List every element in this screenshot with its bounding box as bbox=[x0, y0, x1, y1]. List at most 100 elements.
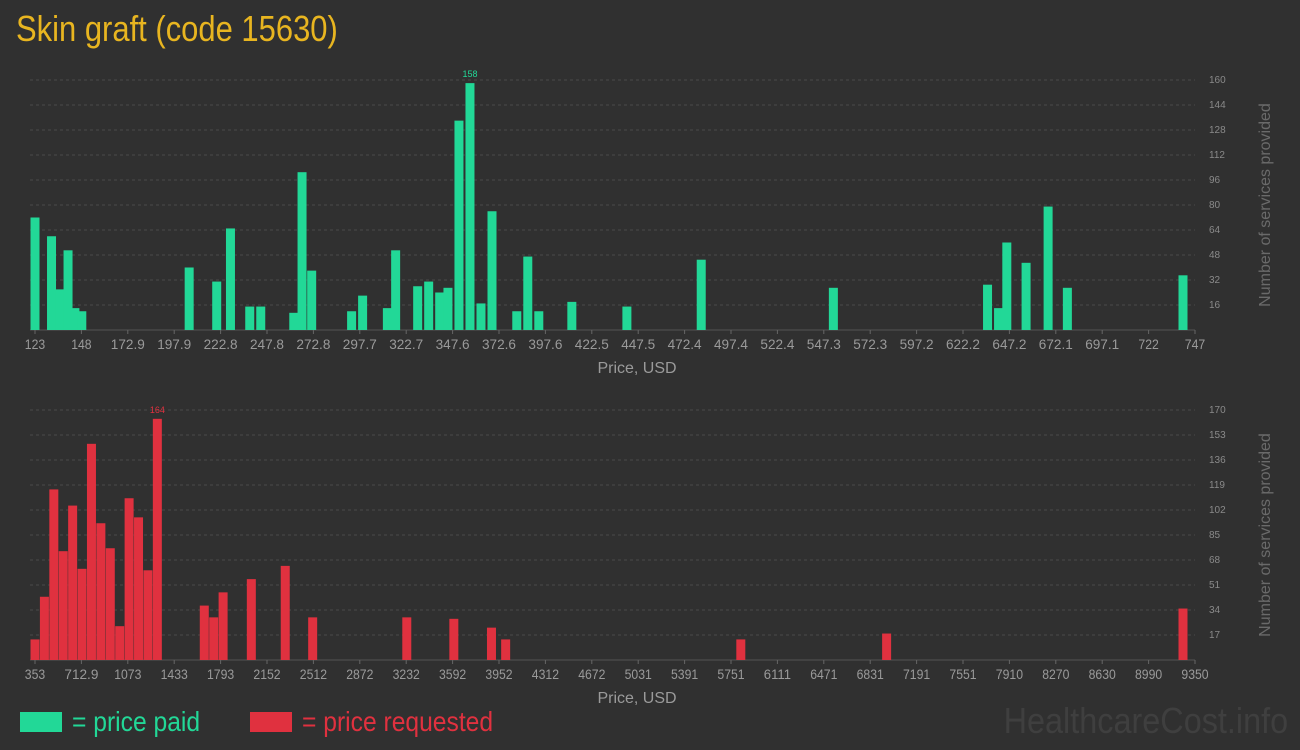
chart0-bar bbox=[212, 281, 222, 330]
chart0-xtick-label: 497.4 bbox=[714, 336, 748, 352]
chart0-bar bbox=[1043, 206, 1053, 330]
chart1-xtick-label: 6471 bbox=[810, 666, 837, 682]
chart1-ytick-label: 119 bbox=[1209, 480, 1225, 491]
chart1-bar bbox=[143, 570, 153, 660]
chart1-xtick-label: 8990 bbox=[1135, 666, 1162, 682]
chart1-bar bbox=[246, 579, 256, 660]
chart0-bar bbox=[1178, 275, 1188, 330]
chart1-bar bbox=[308, 617, 318, 660]
chart0-xtick-label: 272.8 bbox=[296, 336, 330, 352]
chart1-bar bbox=[199, 605, 209, 660]
chart0-bar bbox=[77, 311, 87, 330]
chart0-ytick-label: 128 bbox=[1209, 125, 1226, 136]
price-requested-chart: 17 34 51 68 85 102 119 136 153 170 353 712.9 1073 143… bbox=[25, 405, 1274, 707]
chart1-xtick-label: 7191 bbox=[903, 666, 930, 682]
chart0-xtick-label: 522.4 bbox=[760, 336, 794, 352]
chart0-xtick-label: 222.8 bbox=[204, 336, 238, 352]
chart1-xtick-label: 5391 bbox=[671, 666, 698, 682]
chart1-xtick-label: 5031 bbox=[625, 666, 652, 682]
chart1-bar bbox=[501, 639, 511, 660]
chart1-xtick-label: 2152 bbox=[253, 666, 280, 682]
chart1-ytick-label: 170 bbox=[1209, 405, 1226, 416]
chart1-bar bbox=[86, 443, 96, 660]
chart0-bar bbox=[476, 303, 486, 330]
chart0-xtick-label: 647.2 bbox=[992, 336, 1026, 352]
chart0-bar bbox=[534, 311, 544, 330]
chart1-bar bbox=[96, 523, 106, 660]
chart1-bar bbox=[134, 517, 144, 660]
legend-paid-label: = price paid bbox=[72, 706, 201, 737]
chart0-bar bbox=[347, 311, 357, 330]
chart0-xtick-label: 123 bbox=[25, 336, 46, 352]
chart0-bar bbox=[184, 267, 194, 330]
chart0-ytick-label: 16 bbox=[1209, 300, 1221, 311]
chart0-ytick-label: 32 bbox=[1209, 275, 1221, 286]
chart0-xtick-label: 622.2 bbox=[946, 336, 980, 352]
chart1-xtick-label: 6831 bbox=[857, 666, 884, 682]
chart0-bar bbox=[391, 250, 401, 330]
chart1-bar bbox=[30, 639, 40, 660]
chart0-bar bbox=[696, 259, 706, 330]
chart0-xtick-label: 547.3 bbox=[807, 336, 841, 352]
chart0-xtick-label: 422.5 bbox=[575, 336, 609, 352]
chart0-xtick-label: 322.7 bbox=[389, 336, 423, 352]
chart1-xtick-label: 3592 bbox=[439, 666, 466, 682]
chart0-x-axis-label: Price, USD bbox=[597, 360, 676, 377]
chart1-bar bbox=[115, 626, 125, 660]
chart1-xtick-label: 6111 bbox=[764, 666, 791, 682]
chart0-xtick-label: 148 bbox=[71, 336, 92, 352]
chart1-xtick-label: 1793 bbox=[207, 666, 234, 682]
chart0-bar bbox=[30, 217, 40, 330]
chart1-ytick-label: 85 bbox=[1209, 530, 1221, 541]
chart0-xtick-label: 672.1 bbox=[1039, 336, 1073, 352]
chart1-bar bbox=[39, 596, 49, 660]
legend-paid-swatch bbox=[20, 712, 62, 732]
chart0-bar bbox=[1021, 262, 1031, 330]
chart1-bar bbox=[882, 633, 892, 660]
chart0-ytick-label: 96 bbox=[1209, 175, 1221, 186]
chart1-bar bbox=[449, 618, 459, 660]
chart0-bar bbox=[256, 306, 266, 330]
chart0-bar bbox=[512, 311, 522, 330]
chart0-xtick-label: 722 bbox=[1138, 336, 1159, 352]
chart0-ytick-label: 64 bbox=[1209, 225, 1221, 236]
chart1-xtick-label: 3232 bbox=[393, 666, 420, 682]
chart0-bar bbox=[1002, 242, 1012, 330]
chart1-xtick-label: 4312 bbox=[532, 666, 559, 682]
chart1-xtick-label: 9350 bbox=[1181, 666, 1208, 682]
chart0-ytick-label: 144 bbox=[1209, 100, 1226, 111]
chart0-bar bbox=[297, 172, 307, 330]
chart0-xtick-label: 347.6 bbox=[436, 336, 470, 352]
chart1-xtick-label: 7910 bbox=[996, 666, 1023, 682]
chart1-bar bbox=[736, 639, 746, 660]
chart1-xtick-label: 8630 bbox=[1089, 666, 1116, 682]
legend-price-requested: = price requested bbox=[250, 704, 519, 740]
chart1-ytick-label: 68 bbox=[1209, 555, 1221, 566]
chart0-bar bbox=[435, 292, 445, 330]
chart1-ytick-label: 153 bbox=[1209, 430, 1226, 441]
chart1-bar bbox=[49, 489, 59, 660]
chart1-xtick-label: 353 bbox=[25, 666, 46, 682]
chart1-bar bbox=[486, 627, 496, 660]
chart1-ytick-label: 17 bbox=[1209, 630, 1221, 641]
price-paid-chart: 16 32 48 64 80 96 112 128 144 160 123 148 172.9 197.9… bbox=[25, 69, 1274, 377]
chart0-bar bbox=[382, 308, 392, 330]
chart0-bar bbox=[983, 284, 993, 330]
chart0-xtick-label: 197.9 bbox=[157, 336, 191, 352]
chart0-xtick-label: 297.7 bbox=[343, 336, 377, 352]
chart1-xtick-label: 2512 bbox=[300, 666, 327, 682]
chart0-bar bbox=[567, 301, 577, 330]
chart0-bar bbox=[1062, 287, 1072, 330]
chart1-ytick-label: 51 bbox=[1209, 580, 1221, 591]
chart0-bar bbox=[443, 287, 453, 330]
chart1-bar bbox=[152, 418, 162, 660]
chart1-xtick-label: 7551 bbox=[949, 666, 976, 682]
chart1-xtick-label: 3952 bbox=[485, 666, 512, 682]
chart0-xtick-label: 472.4 bbox=[668, 336, 702, 352]
legend-requested-label: = price requested bbox=[302, 706, 494, 737]
chart0-bar bbox=[307, 270, 317, 330]
chart1-bar bbox=[124, 498, 134, 660]
chart1-bar bbox=[218, 592, 228, 660]
chart1-bar bbox=[209, 617, 219, 660]
chart0-xtick-label: 697.1 bbox=[1085, 336, 1119, 352]
